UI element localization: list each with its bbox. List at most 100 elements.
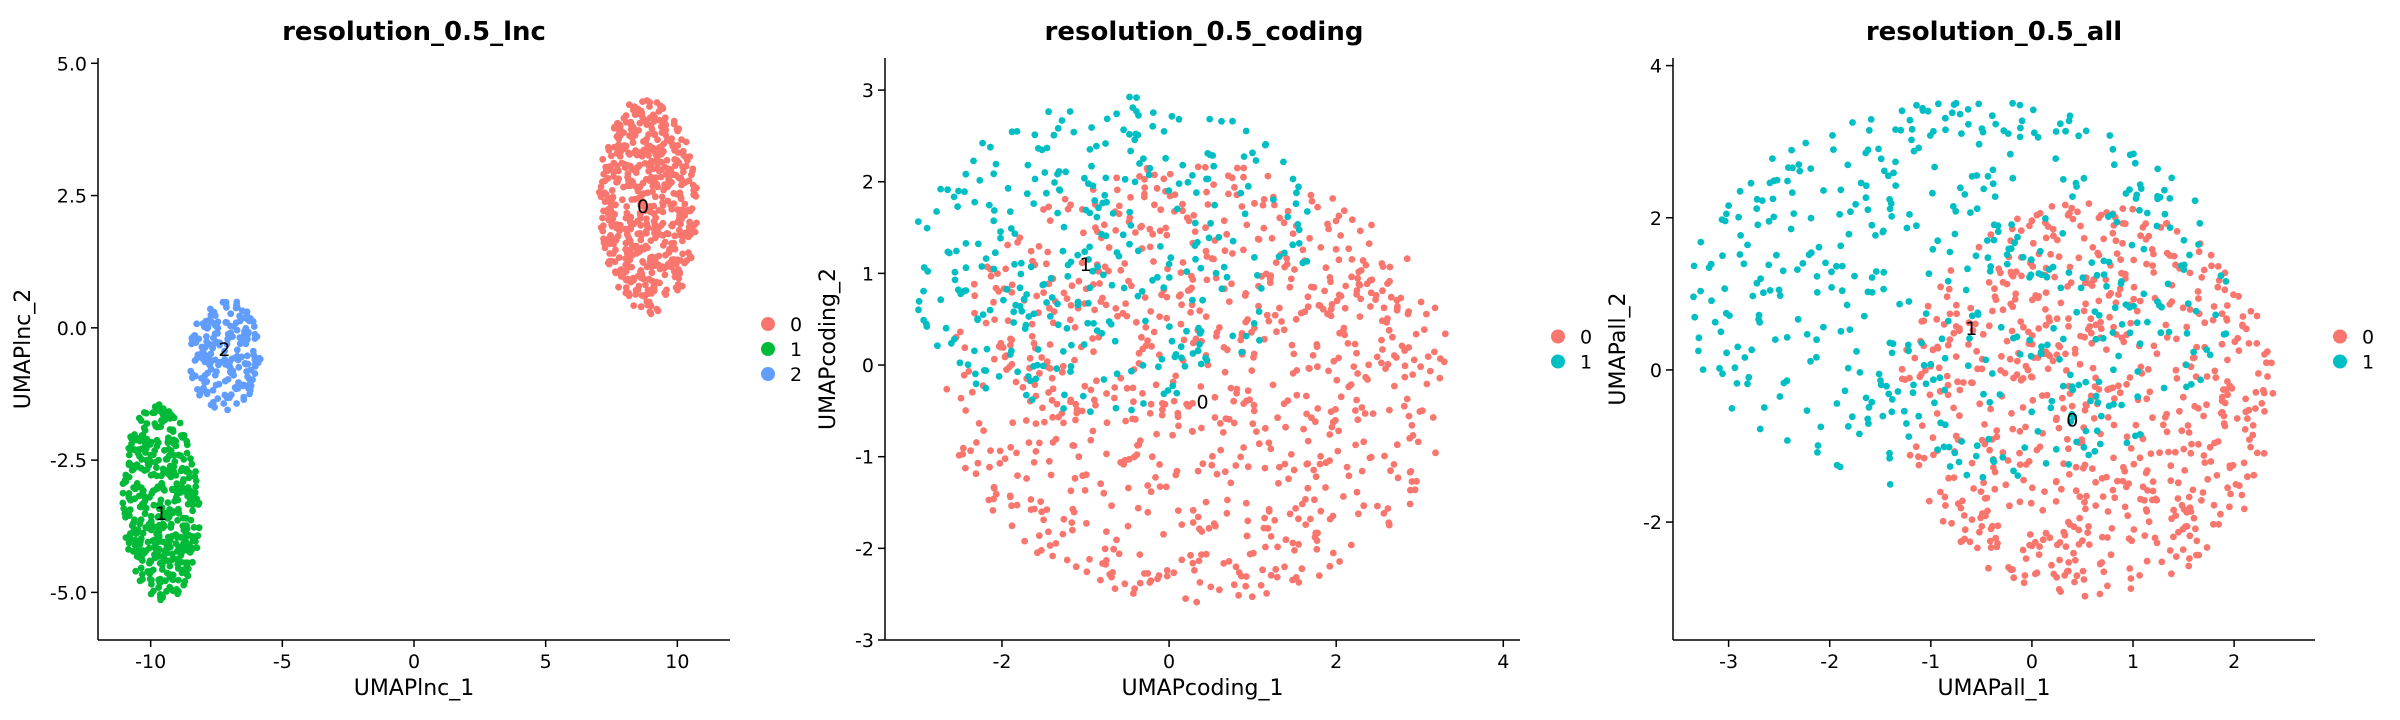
point-cluster-2	[207, 305, 214, 313]
point-cluster-0	[2178, 427, 2186, 435]
y-axis-label: UMAPall_2	[1606, 292, 1631, 405]
point-cluster-0	[1333, 297, 1341, 305]
point-cluster-1	[187, 487, 195, 495]
point-cluster-0	[624, 170, 632, 178]
point-cluster-1	[962, 264, 970, 272]
point-cluster-0	[1002, 265, 1010, 273]
point-cluster-0	[1335, 212, 1343, 220]
point-cluster-1	[2030, 129, 2038, 137]
point-cluster-1	[1716, 364, 1723, 372]
point-cluster-0	[1293, 391, 1301, 399]
point-cluster-0	[1944, 391, 1952, 399]
point-cluster-2	[224, 376, 232, 383]
point-cluster-0	[1937, 283, 1944, 291]
point-cluster-1	[172, 555, 180, 563]
point-cluster-0	[671, 232, 679, 240]
point-cluster-0	[1123, 384, 1131, 392]
point-cluster-0	[1162, 483, 1170, 491]
point-cluster-0	[606, 163, 613, 171]
point-cluster-2	[207, 401, 215, 409]
point-cluster-0	[2078, 436, 2086, 443]
point-cluster-0	[2042, 321, 2050, 329]
point-cluster-1	[2109, 329, 2117, 336]
point-cluster-0	[2133, 307, 2141, 315]
x-axis-label: UMAPlnc_1	[354, 676, 475, 701]
point-cluster-1	[1938, 335, 1946, 343]
point-cluster-2	[201, 358, 209, 366]
point-cluster-0	[2149, 478, 2157, 485]
point-cluster-0	[1917, 370, 1925, 378]
point-cluster-0	[645, 152, 652, 159]
point-cluster-0	[636, 119, 644, 127]
point-cluster-0	[1981, 421, 1988, 428]
point-cluster-0	[659, 202, 667, 209]
point-cluster-0	[1191, 567, 1198, 574]
point-cluster-2	[251, 356, 259, 363]
point-cluster-0	[608, 221, 615, 229]
point-cluster-0	[633, 164, 641, 172]
point-cluster-0	[1189, 428, 1196, 435]
point-cluster-0	[1171, 191, 1179, 199]
point-cluster-0	[1283, 255, 1291, 262]
point-cluster-0	[1111, 585, 1119, 592]
point-cluster-0	[2260, 449, 2268, 457]
point-cluster-1	[1191, 219, 1199, 227]
point-cluster-0	[1199, 460, 1207, 468]
point-cluster-1	[174, 516, 182, 524]
point-cluster-0	[1385, 326, 1393, 334]
point-cluster-0	[661, 238, 669, 246]
point-cluster-0	[631, 103, 638, 111]
point-cluster-1	[2005, 245, 2013, 253]
point-cluster-2	[250, 323, 258, 330]
point-cluster-0	[1348, 256, 1356, 263]
legend-label: 0	[1580, 327, 1592, 349]
point-cluster-1	[1989, 180, 1997, 188]
point-cluster-0	[2145, 518, 2153, 526]
y-tick-label: 4	[1650, 56, 1662, 78]
point-cluster-0	[622, 261, 629, 269]
point-cluster-1	[2136, 206, 2143, 214]
point-cluster-0	[2099, 493, 2107, 500]
point-cluster-1	[1865, 126, 1873, 134]
point-cluster-1	[2093, 427, 2101, 435]
point-cluster-0	[1174, 409, 1182, 417]
point-cluster-1	[2106, 132, 2114, 139]
point-cluster-1	[1922, 380, 1930, 388]
point-cluster-0	[668, 135, 675, 143]
point-cluster-1	[1803, 331, 1811, 338]
point-cluster-0	[2172, 512, 2180, 519]
point-cluster-0	[1069, 442, 1077, 449]
point-cluster-0	[1274, 543, 1281, 551]
point-cluster-0	[1405, 308, 1412, 315]
point-cluster-1	[2026, 336, 2034, 344]
point-cluster-1	[1084, 299, 1092, 307]
point-cluster-2	[207, 365, 215, 373]
point-cluster-0	[1040, 516, 1047, 524]
point-cluster-0	[1136, 551, 1144, 558]
point-cluster-1	[1113, 110, 1120, 118]
point-cluster-0	[2218, 340, 2226, 348]
point-cluster-1	[1697, 238, 1705, 246]
point-cluster-0	[1112, 227, 1120, 234]
point-cluster-0	[638, 292, 646, 299]
point-cluster-1	[1218, 117, 1225, 125]
point-cluster-1	[1242, 127, 1250, 135]
point-cluster-0	[1052, 540, 1060, 547]
point-cluster-1	[153, 464, 160, 471]
point-cluster-0	[1326, 562, 1334, 570]
point-cluster-0	[1227, 479, 1235, 487]
point-cluster-0	[1187, 309, 1194, 316]
point-cluster-0	[1411, 486, 1419, 494]
point-cluster-0	[1153, 430, 1160, 438]
point-cluster-0	[634, 217, 641, 225]
point-cluster-0	[1284, 207, 1292, 215]
point-cluster-1	[1128, 406, 1135, 414]
point-cluster-0	[2130, 283, 2138, 291]
point-cluster-2	[229, 333, 236, 340]
point-cluster-1	[1275, 253, 1283, 261]
point-cluster-0	[1166, 170, 1174, 178]
point-cluster-1	[1251, 254, 1258, 261]
point-cluster-0	[973, 439, 980, 446]
point-cluster-0	[2062, 543, 2070, 550]
point-cluster-0	[2146, 388, 2154, 396]
